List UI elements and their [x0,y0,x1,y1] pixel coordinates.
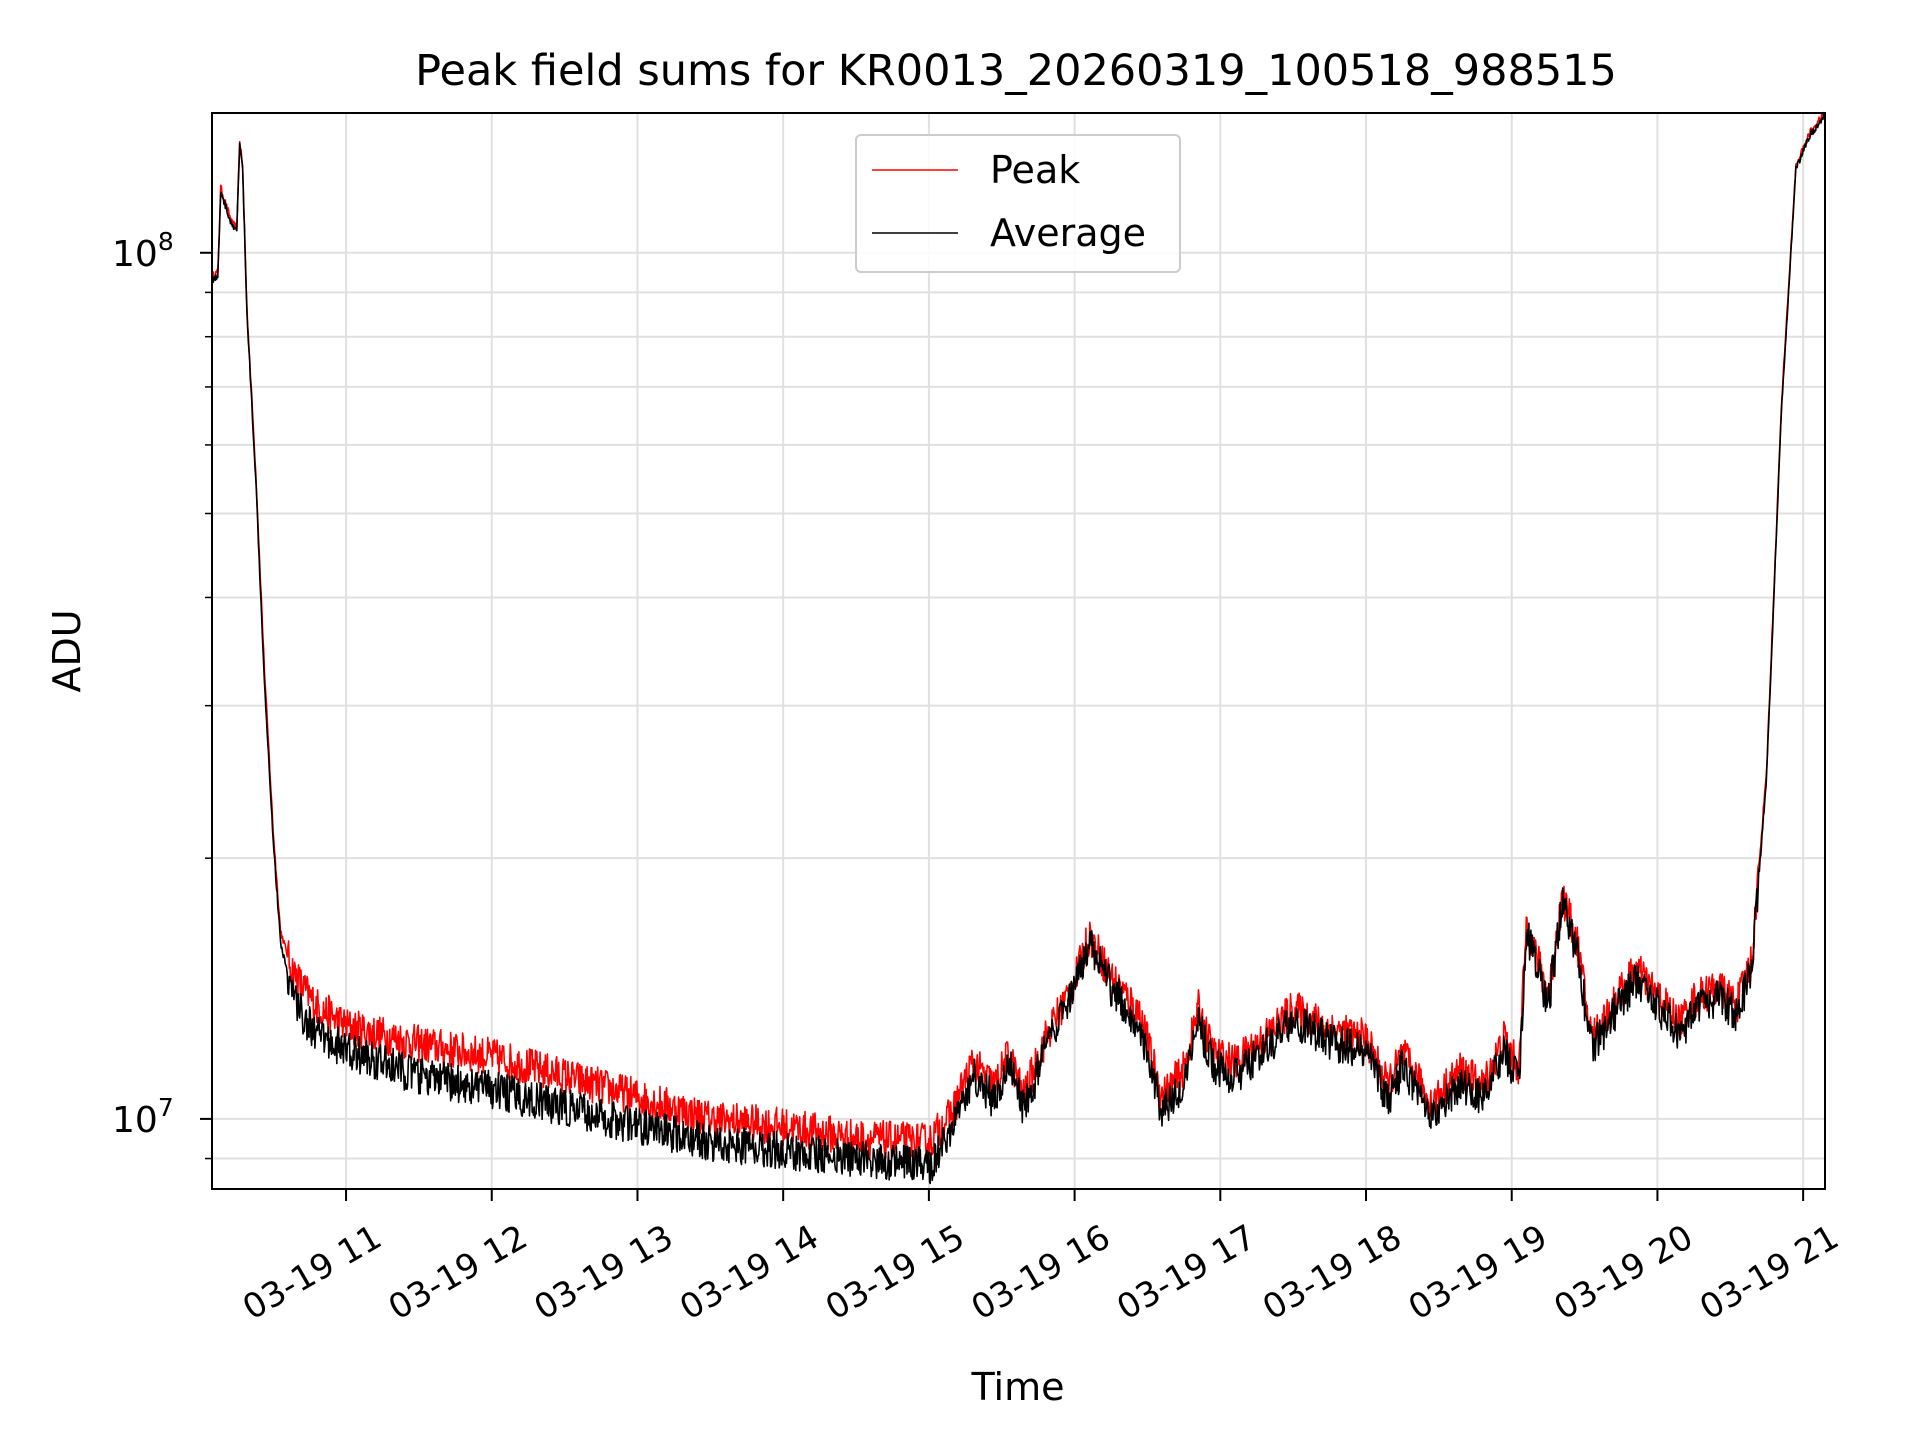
series-layer [211,111,1826,1185]
series-line-peak [211,111,1826,1162]
y-tick-base: 10 [112,1100,158,1141]
legend-label-average: Average [990,211,1146,255]
x-axis-label: Time [971,1365,1065,1409]
plot-area-frame [211,112,1826,1190]
legend: Peak Average [855,134,1181,273]
y-tick-exponent: 8 [158,227,174,256]
y-axis-label: ADU [45,609,89,692]
y-tick-label: 107 [112,1093,174,1141]
series-line-average [211,112,1826,1185]
y-tick-base: 10 [112,234,158,275]
chart-title: Peak field sums for KR0013_20260319_1005… [415,46,1617,96]
y-tick-label: 108 [112,227,174,275]
y-tick-exponent: 7 [158,1093,174,1122]
legend-label-peak: Peak [990,148,1080,192]
